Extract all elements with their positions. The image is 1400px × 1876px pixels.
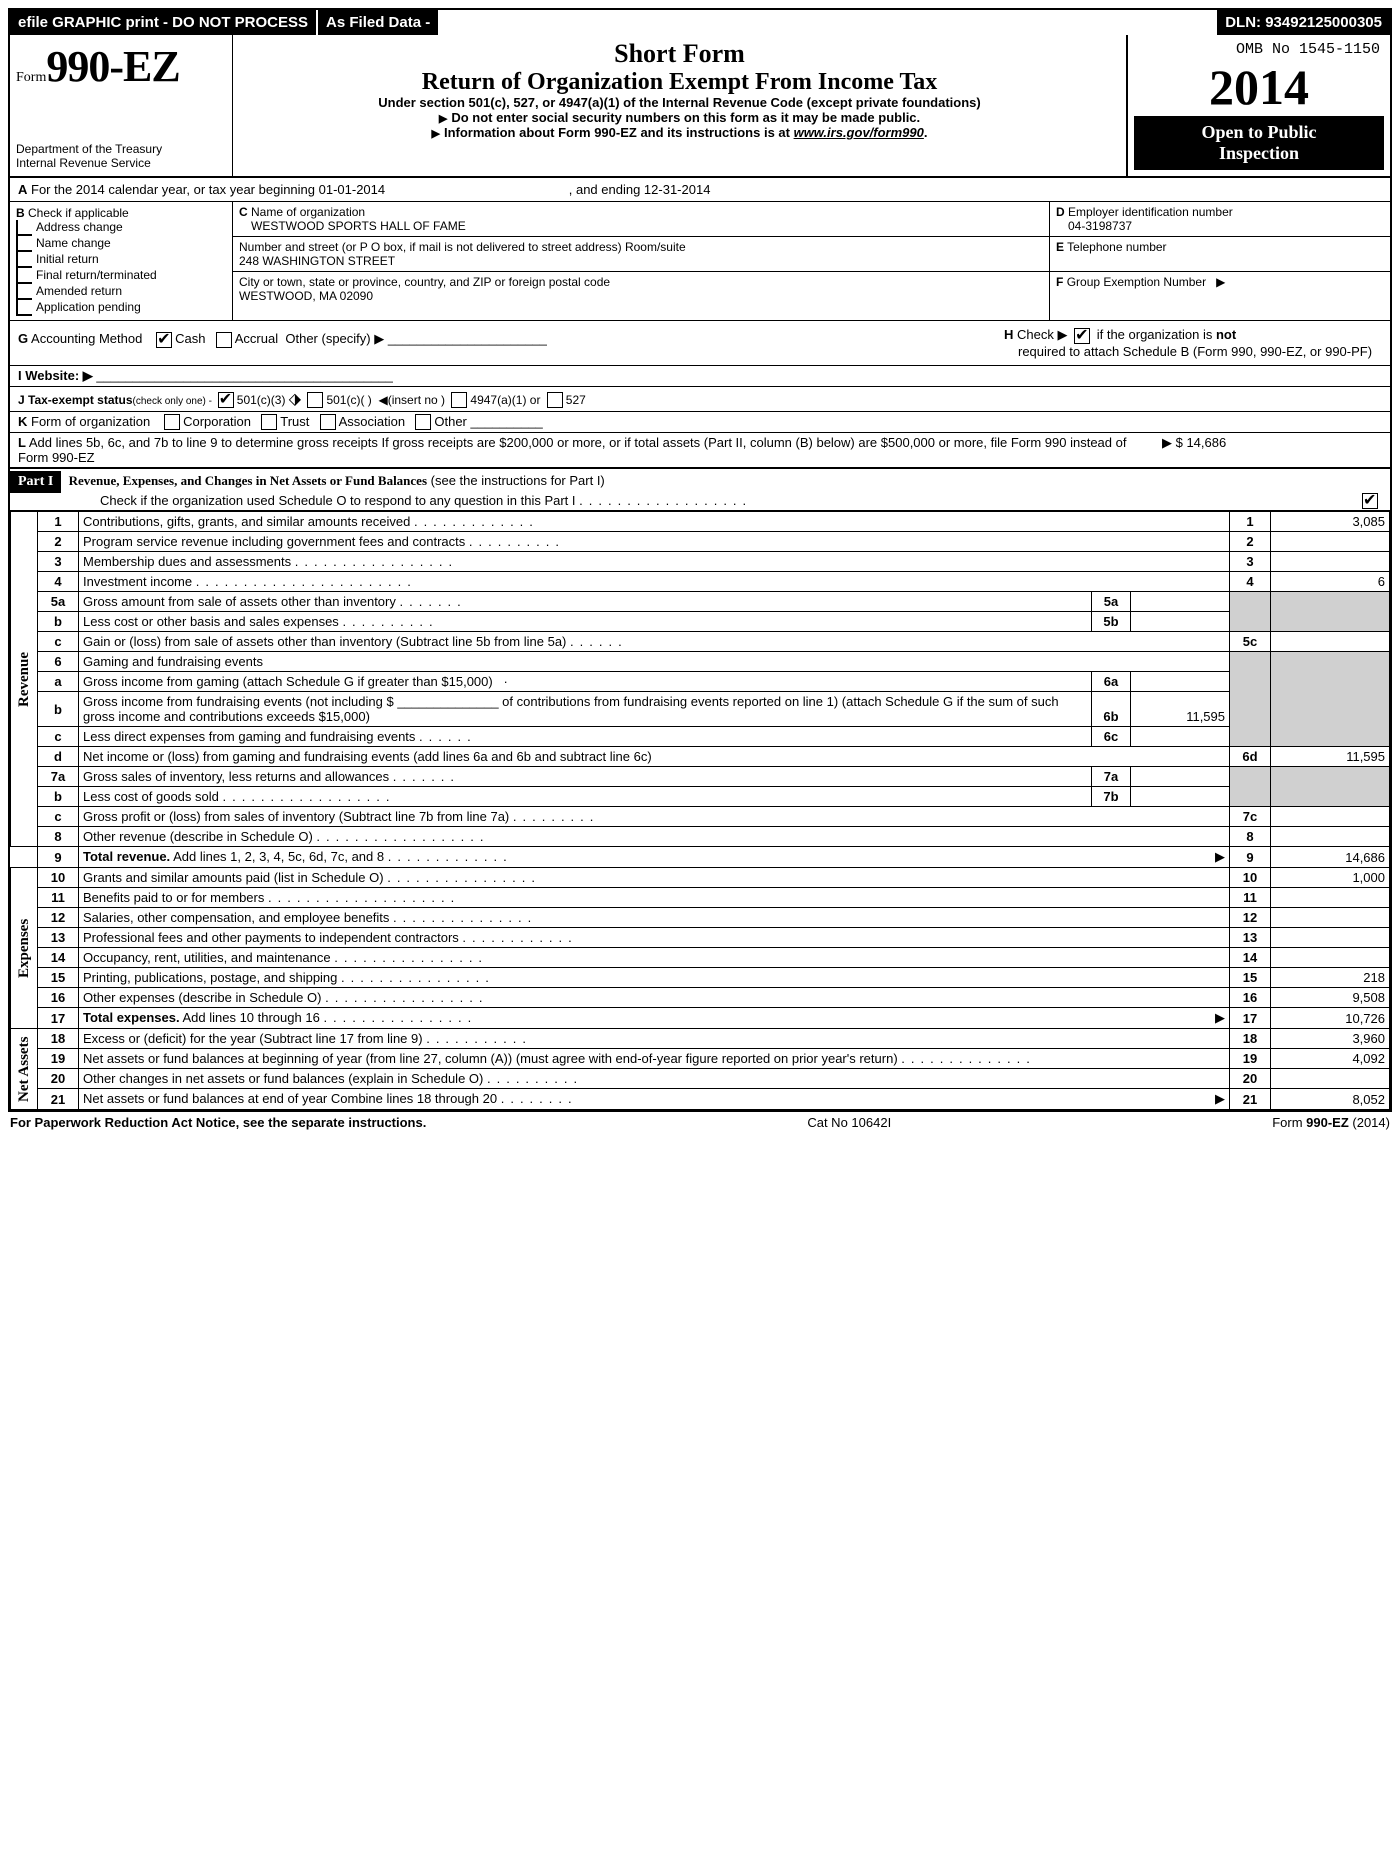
l-value: ▶ $ 14,686 <box>1142 435 1382 465</box>
chk-final[interactable] <box>16 268 32 284</box>
note-1: Do not enter social security numbers on … <box>243 110 1116 125</box>
chk-501c[interactable] <box>307 392 323 408</box>
header-row: Form990-EZ Department of the Treasury In… <box>10 35 1390 178</box>
note-2-pre: Information about Form 990-EZ and its in… <box>444 125 794 140</box>
org-city: WESTWOOD, MA 02090 <box>239 289 373 303</box>
chk-amended[interactable] <box>16 284 32 300</box>
part1-title: Revenue, Expenses, and Changes in Net As… <box>69 473 427 488</box>
topbar-spacer <box>440 10 1217 35</box>
footer: For Paperwork Reduction Act Notice, see … <box>8 1112 1392 1133</box>
title-main: Return of Organization Exempt From Incom… <box>243 69 1116 95</box>
part1-sub: (see the instructions for Part I) <box>431 473 605 488</box>
header-right: OMB No 1545-1150 2014 Open to Public Ins… <box>1126 35 1390 176</box>
short-form-label: Short Form <box>243 39 1116 69</box>
g-label: Accounting Method <box>31 331 142 346</box>
part1-header: Part I Revenue, Expenses, and Changes in… <box>10 467 1390 511</box>
form-number: 990-EZ <box>46 42 179 91</box>
expenses-label: Expenses <box>11 868 38 1029</box>
line-h: H Check ▶ if the organization is not req… <box>998 321 1390 365</box>
chk-assoc[interactable] <box>320 414 336 430</box>
chk-501c3[interactable] <box>218 392 234 408</box>
column-b: B Check if applicable Address change Nam… <box>10 202 233 320</box>
footer-left: For Paperwork Reduction Act Notice, see … <box>10 1115 426 1130</box>
note-2-link[interactable]: www.irs.gov/form990 <box>794 125 924 140</box>
tax-year: 2014 <box>1134 58 1384 116</box>
chk-accrual[interactable] <box>216 332 232 348</box>
column-def: D Employer identification number 04-3198… <box>1049 202 1390 320</box>
chk-corp[interactable] <box>164 414 180 430</box>
asfiled-label: As Filed Data - <box>318 10 440 35</box>
chk-schedule-o[interactable] <box>1362 493 1378 509</box>
e-label: Telephone number <box>1067 240 1166 254</box>
chk-other[interactable] <box>415 414 431 430</box>
org-name: WESTWOOD SPORTS HALL OF FAME <box>251 219 466 233</box>
c-city-label: City or town, state or province, country… <box>239 275 610 289</box>
line-a: A For the 2014 calendar year, or tax yea… <box>10 178 1390 202</box>
chk-4947[interactable] <box>451 392 467 408</box>
column-c: C Name of organization WESTWOOD SPORTS H… <box>233 202 1049 320</box>
ein: 04-3198737 <box>1068 219 1132 233</box>
line-i: I Website: ▶ ___________________________… <box>10 366 1390 387</box>
note-2-post: . <box>924 125 928 140</box>
line-g: G Accounting Method Cash Accrual Other (… <box>10 321 998 365</box>
omb-number: OMB No 1545-1150 <box>1134 41 1384 58</box>
open-public-2: Inspection <box>1138 143 1380 164</box>
header-mid: Short Form Return of Organization Exempt… <box>233 35 1126 176</box>
dln-label: DLN: 93492125000305 <box>1217 10 1390 35</box>
efile-label: efile GRAPHIC print - DO NOT PROCESS <box>10 10 318 35</box>
line-k: K Form of organization Corporation Trust… <box>10 412 1390 434</box>
f-label: Group Exemption Number <box>1067 275 1206 289</box>
b-label: Check if applicable <box>28 206 129 220</box>
part1-label: Part I <box>10 471 61 493</box>
open-public-1: Open to Public <box>1138 122 1380 143</box>
form-container: efile GRAPHIC print - DO NOT PROCESS As … <box>8 8 1392 1112</box>
chk-527[interactable] <box>547 392 563 408</box>
dept-treasury: Department of the Treasury <box>16 142 226 156</box>
chk-name[interactable] <box>16 236 32 252</box>
line-a-text: For the 2014 calendar year, or tax year … <box>31 182 385 197</box>
chk-pending[interactable] <box>16 300 32 316</box>
chk-trust[interactable] <box>261 414 277 430</box>
lines-table: Revenue 1Contributions, gifts, grants, a… <box>10 511 1390 1110</box>
d-label: Employer identification number <box>1068 205 1233 219</box>
netassets-label: Net Assets <box>11 1029 38 1110</box>
line-a-ending: , and ending 12-31-2014 <box>569 182 711 197</box>
revenue-label: Revenue <box>11 512 38 847</box>
part1-check: Check if the organization used Schedule … <box>100 493 576 508</box>
line-l: L Add lines 5b, 6c, and 7b to line 9 to … <box>10 433 1390 467</box>
footer-mid: Cat No 10642I <box>807 1115 891 1130</box>
chk-h[interactable] <box>1074 328 1090 344</box>
header-left: Form990-EZ Department of the Treasury In… <box>10 35 233 176</box>
chk-initial[interactable] <box>16 252 32 268</box>
dept-irs: Internal Revenue Service <box>16 156 226 170</box>
section-bcdef: B Check if applicable Address change Nam… <box>10 202 1390 321</box>
org-street: 248 WASHINGTON STREET <box>239 254 395 268</box>
chk-cash[interactable] <box>156 332 172 348</box>
c-street-label: Number and street (or P O box, if mail i… <box>239 240 686 254</box>
chk-address[interactable] <box>16 220 32 236</box>
line-j: J Tax-exempt status(check only one) - 50… <box>10 387 1390 412</box>
form-prefix: Form <box>16 70 46 85</box>
c-name-label: Name of organization <box>251 205 365 219</box>
title-sub: Under section 501(c), 527, or 4947(a)(1)… <box>243 95 1116 110</box>
top-bar: efile GRAPHIC print - DO NOT PROCESS As … <box>10 10 1390 35</box>
